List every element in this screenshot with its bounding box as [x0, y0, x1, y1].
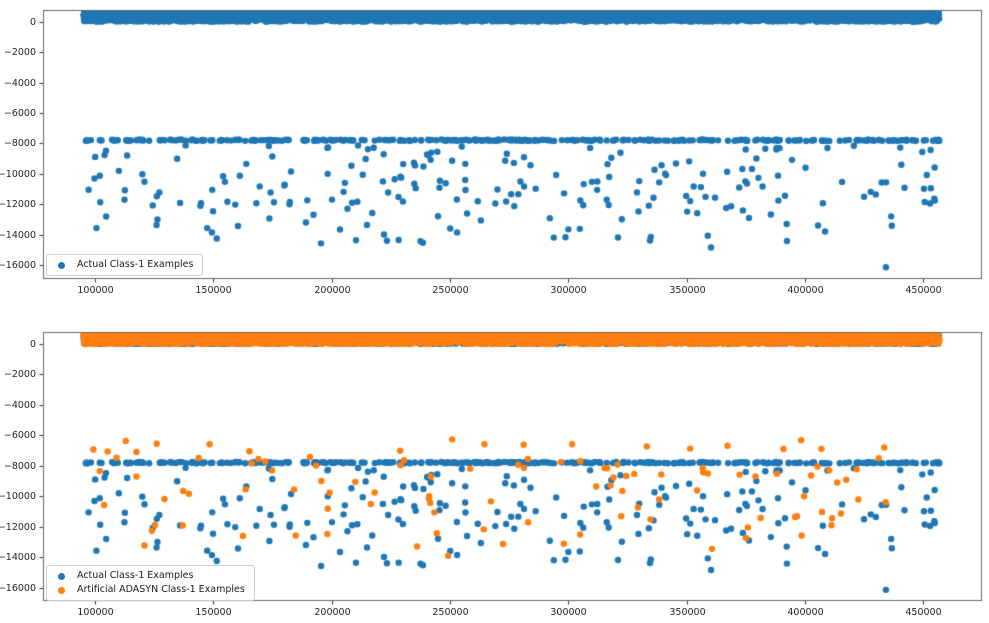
- bottom-plot-legend: Actual Class-1 Examples Artificial ADASY…: [46, 565, 255, 601]
- scatter-marker-icon: [58, 572, 65, 580]
- legend-label: Actual Class-1 Examples: [77, 259, 194, 270]
- legend-label: Artificial ADASYN Class-1 Examples: [77, 584, 245, 595]
- legend-item-actual: Actual Class-1 Examples: [53, 259, 193, 271]
- legend-label: Actual Class-1 Examples: [77, 570, 194, 581]
- scatter-marker-icon: [58, 261, 65, 269]
- top-plot-legend: Actual Class-1 Examples: [46, 254, 204, 276]
- legend-item-adasyn: Artificial ADASYN Class-1 Examples: [53, 584, 245, 596]
- legend-item-actual: Actual Class-1 Examples: [53, 570, 245, 582]
- scatter-marker-icon: [58, 586, 65, 594]
